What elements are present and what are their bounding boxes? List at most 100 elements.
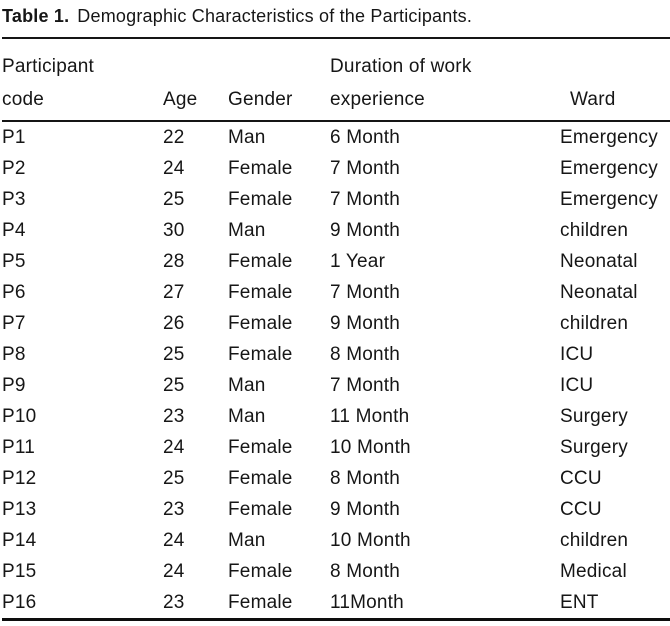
cell-duration: 7 Month [330,188,401,210]
cell-gender: Female [228,436,293,458]
column-header-duration: Duration of work experience [330,38,560,121]
cell-age: 24 [163,560,185,582]
cell-ward: Medical [560,560,627,582]
cell-gender: Female [228,281,293,303]
cell-age: 23 [163,405,185,427]
cell-code: P14 [2,529,37,551]
cell-duration: 7 Month [330,374,401,396]
cell-code: P3 [2,188,26,210]
cell-age: 30 [163,219,185,241]
table-row: P8 25 Female 8 Month ICU [2,339,670,370]
cell-age: 28 [163,250,185,272]
cell-age: 24 [163,436,185,458]
table-row: P13 23 Female 9 Month CCU [2,494,670,525]
table-row: P11 24 Female 10 Month Surgery [2,432,670,463]
cell-code: P15 [2,560,37,582]
cell-gender: Female [228,312,293,334]
cell-ward: Emergency [560,188,658,210]
cell-code: P4 [2,219,26,241]
cell-gender: Man [228,126,266,148]
table-row: P16 23 Female 11Month ENT [2,587,670,620]
cell-gender: Female [228,560,293,582]
cell-code: P10 [2,405,37,427]
table-row: P3 25 Female 7 Month Emergency [2,184,670,215]
cell-duration: 6 Month [330,126,401,148]
cell-ward: ENT [560,591,599,613]
cell-gender: Female [228,250,293,272]
cell-gender: Man [228,405,266,427]
cell-code: P16 [2,591,37,613]
cell-duration: 10 Month [330,529,411,551]
cell-code: P6 [2,281,26,303]
table-caption: Table 1. Demographic Characteristics of t… [2,4,670,28]
cell-ward: Neonatal [560,250,638,272]
cell-gender: Female [228,591,293,613]
cell-gender: Female [228,498,293,520]
cell-ward: Surgery [560,405,628,427]
table-row: P10 23 Man 11 Month Surgery [2,401,670,432]
table-caption-label: Table 1. [2,6,70,26]
cell-age: 26 [163,312,185,334]
cell-duration: 7 Month [330,157,401,179]
table-row: P5 28 Female 1 Year Neonatal [2,246,670,277]
table-row: P12 25 Female 8 Month CCU [2,463,670,494]
cell-ward: ICU [560,374,594,396]
cell-duration: 1 Year [330,250,386,272]
cell-duration: 11Month [330,591,404,613]
column-header-age: Age [163,89,198,110]
column-header-participant-line2: code [2,89,45,110]
column-header-ward: Ward [570,89,616,110]
cell-gender: Man [228,529,266,551]
cell-gender: Female [228,157,293,179]
cell-age: 25 [163,188,185,210]
cell-ward: children [560,219,629,241]
cell-ward: ICU [560,343,594,365]
table-row: P6 27 Female 7 Month Neonatal [2,277,670,308]
cell-code: P8 [2,343,26,365]
cell-code: P12 [2,467,37,489]
column-header-duration-line2: experience [330,89,425,110]
cell-gender: Man [228,374,266,396]
cell-code: P9 [2,374,26,396]
cell-age: 23 [163,591,185,613]
cell-gender: Female [228,188,293,210]
cell-duration: 7 Month [330,281,401,303]
table-row: P4 30 Man 9 Month children [2,215,670,246]
cell-ward: Emergency [560,126,658,148]
cell-duration: 8 Month [330,467,401,489]
cell-code: P1 [2,126,26,148]
cell-age: 25 [163,467,185,489]
cell-age: 24 [163,529,185,551]
table-header: Participant code Age Gender Duration of … [2,38,670,121]
table-row: P1 22 Man 6 Month Emergency [2,121,670,153]
cell-code: P7 [2,312,26,334]
cell-age: 25 [163,374,185,396]
cell-ward: Neonatal [560,281,638,303]
cell-age: 22 [163,126,185,148]
table-header-row: Participant code Age Gender Duration of … [2,38,670,121]
cell-code: P2 [2,157,26,179]
cell-ward: Surgery [560,436,628,458]
table-body: P1 22 Man 6 Month Emergency P2 24 Female 7 Month… [2,121,670,620]
column-header-participant-line1: Participant [2,56,94,77]
column-header-gender: Gender [228,89,293,110]
cell-gender: Female [228,467,293,489]
cell-duration: 10 Month [330,436,411,458]
cell-code: P5 [2,250,26,272]
table-row: P2 24 Female 7 Month Emergency [2,153,670,184]
cell-duration: 8 Month [330,560,401,582]
table-caption-title: Demographic Characteristics of the Parti… [77,6,473,26]
demographics-table: Participant code Age Gender Duration of … [2,37,670,621]
cell-ward: Emergency [560,157,658,179]
cell-duration: 9 Month [330,498,401,520]
table-row: P9 25 Man 7 Month ICU [2,370,670,401]
table-row: P14 24 Man 10 Month children [2,525,670,556]
cell-duration: 11 Month [330,405,410,427]
cell-age: 24 [163,157,185,179]
table-row: P15 24 Female 8 Month Medical [2,556,670,587]
cell-age: 27 [163,281,185,303]
cell-duration: 9 Month [330,219,401,241]
cell-ward: children [560,312,629,334]
cell-code: P13 [2,498,37,520]
